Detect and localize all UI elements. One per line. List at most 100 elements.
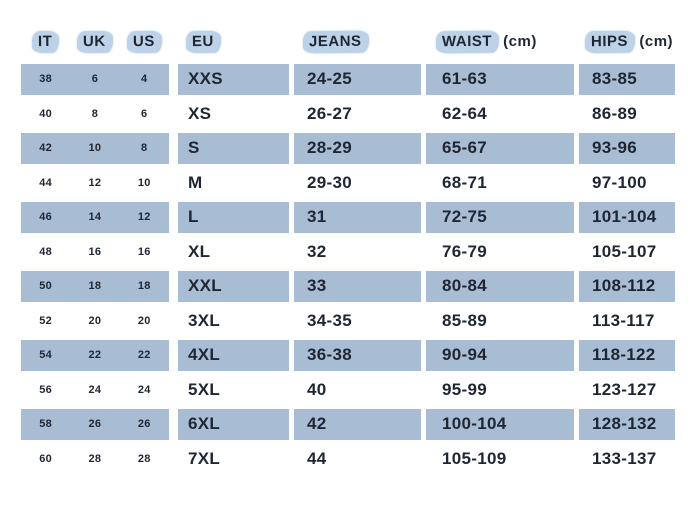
column-gap	[169, 306, 178, 337]
cell-uk: 14	[88, 211, 102, 224]
table-row: 56 24 24 5XL 40 95-99 123-127	[21, 373, 675, 408]
cell-eu: 5XL	[188, 379, 221, 399]
cell-waist: 80-84	[426, 271, 574, 302]
cell-jeans: 40	[307, 379, 327, 399]
column-gap	[169, 133, 178, 164]
cell-jeans: 26-27	[307, 103, 352, 123]
cell-jeans: 31	[294, 202, 421, 233]
cell-hips: 101-104	[579, 202, 675, 233]
cell-us: 8	[141, 142, 148, 155]
table-row: 42 10 8 S 28-29 65-67 93-96	[21, 131, 675, 166]
cell-uk: 20	[88, 314, 102, 327]
cell-hips: 128-132	[579, 409, 675, 440]
cell-jeans: 33	[294, 271, 421, 302]
header-jeans-highlight: JEANS	[302, 30, 369, 53]
column-gap	[169, 271, 178, 302]
cell-eu: XXL	[178, 271, 289, 302]
header-jeans: JEANS	[295, 30, 422, 53]
cell-waist: 105-109	[442, 448, 507, 468]
table-row: 48 16 16 XL 32 76-79 105-107	[21, 235, 675, 270]
column-gap	[169, 64, 178, 95]
cell-hips: 113-117	[592, 310, 655, 330]
cell-jeans: 44	[307, 448, 327, 468]
cell-it: 38	[39, 73, 53, 86]
cell-group-it-uk-us: 56 24 24	[21, 375, 169, 406]
cell-group-it-uk-us: 42 10 8	[21, 133, 169, 164]
cell-group-it-uk-us: 54 22 22	[21, 340, 169, 371]
cell-uk: 26	[88, 418, 102, 431]
column-gap	[169, 168, 178, 199]
cell-us: 24	[137, 383, 151, 396]
header-group-it-uk-us: IT UK US	[21, 30, 169, 53]
cell-waist: 90-94	[426, 340, 574, 371]
cell-hips: 97-100	[592, 172, 647, 192]
cell-eu: L	[178, 202, 289, 233]
cell-it: 52	[39, 314, 53, 327]
cell-uk: 16	[88, 245, 102, 258]
header-eu: EU	[178, 30, 290, 53]
cell-waist: 72-75	[426, 202, 574, 233]
cell-uk: 22	[88, 349, 102, 362]
cell-eu: XXS	[178, 64, 289, 95]
cell-it: 58	[39, 418, 53, 431]
header-waist-unit: (cm)	[503, 32, 537, 50]
cell-waist: 76-79	[442, 241, 487, 261]
cell-hips: 93-96	[579, 133, 675, 164]
header-hips-highlight: HIPS	[585, 30, 636, 53]
cell-it: 40	[39, 107, 53, 120]
cell-hips: 133-137	[592, 448, 657, 468]
cell-us: 4	[141, 73, 148, 86]
cell-it: 46	[39, 211, 53, 224]
table-header-row: IT UK US EU JEANS WAIST (cm) HIPS (cm)	[21, 28, 675, 55]
cell-group-it-uk-us: 44 12 10	[21, 168, 169, 199]
cell-us: 6	[141, 107, 148, 120]
table-row: 40 8 6 XS 26-27 62-64 86-89	[21, 97, 675, 132]
cell-eu: 3XL	[188, 310, 221, 330]
cell-us: 10	[137, 176, 151, 189]
cell-waist: 61-63	[426, 64, 574, 95]
column-gap	[169, 375, 178, 406]
cell-uk: 18	[88, 280, 102, 293]
header-uk-highlight: UK	[76, 30, 113, 53]
cell-jeans: 24-25	[294, 64, 421, 95]
cell-uk: 8	[91, 107, 99, 120]
column-gap	[169, 409, 178, 440]
cell-us: 18	[137, 280, 151, 293]
cell-hips: 83-85	[579, 64, 675, 95]
cell-eu: 7XL	[188, 448, 221, 468]
cell-it: 50	[39, 280, 53, 293]
header-hips-unit: (cm)	[639, 32, 674, 50]
cell-group-it-uk-us: 40 8 6	[21, 99, 169, 130]
cell-us: 12	[137, 211, 151, 224]
header-us: US	[120, 30, 169, 53]
cell-eu: XL	[188, 241, 211, 261]
header-hips: HIPS (cm)	[579, 30, 675, 53]
cell-it: 48	[39, 245, 53, 258]
cell-uk: 6	[91, 73, 99, 86]
cell-eu: 6XL	[178, 409, 289, 440]
cell-eu: XS	[188, 103, 212, 123]
cell-uk: 28	[88, 452, 102, 465]
cell-eu: S	[178, 133, 289, 164]
column-gap	[169, 202, 178, 233]
column-gap	[169, 340, 178, 371]
table-row: 50 18 18 XXL 33 80-84 108-112	[21, 269, 675, 304]
header-waist: WAIST (cm)	[426, 30, 574, 53]
table-row: 44 12 10 M 29-30 68-71 97-100	[21, 166, 675, 201]
table-row: 46 14 12 L 31 72-75 101-104	[21, 200, 675, 235]
cell-it: 44	[39, 176, 53, 189]
cell-hips: 118-122	[579, 340, 675, 371]
header-waist-highlight: WAIST	[436, 30, 500, 53]
cell-waist: 95-99	[442, 379, 487, 399]
table-row: 38 6 4 XXS 24-25 61-63 83-85	[21, 62, 675, 97]
size-conversion-table: IT UK US EU JEANS WAIST (cm) HIPS (cm) 38 …	[21, 28, 675, 476]
cell-jeans: 28-29	[294, 133, 421, 164]
cell-jeans: 34-35	[307, 310, 352, 330]
cell-eu: 4XL	[178, 340, 289, 371]
table-row: 52 20 20 3XL 34-35 85-89 113-117	[21, 304, 675, 339]
cell-jeans: 29-30	[307, 172, 352, 192]
cell-us: 26	[137, 418, 151, 431]
header-us-highlight: US	[126, 30, 162, 53]
cell-uk: 10	[88, 142, 102, 155]
